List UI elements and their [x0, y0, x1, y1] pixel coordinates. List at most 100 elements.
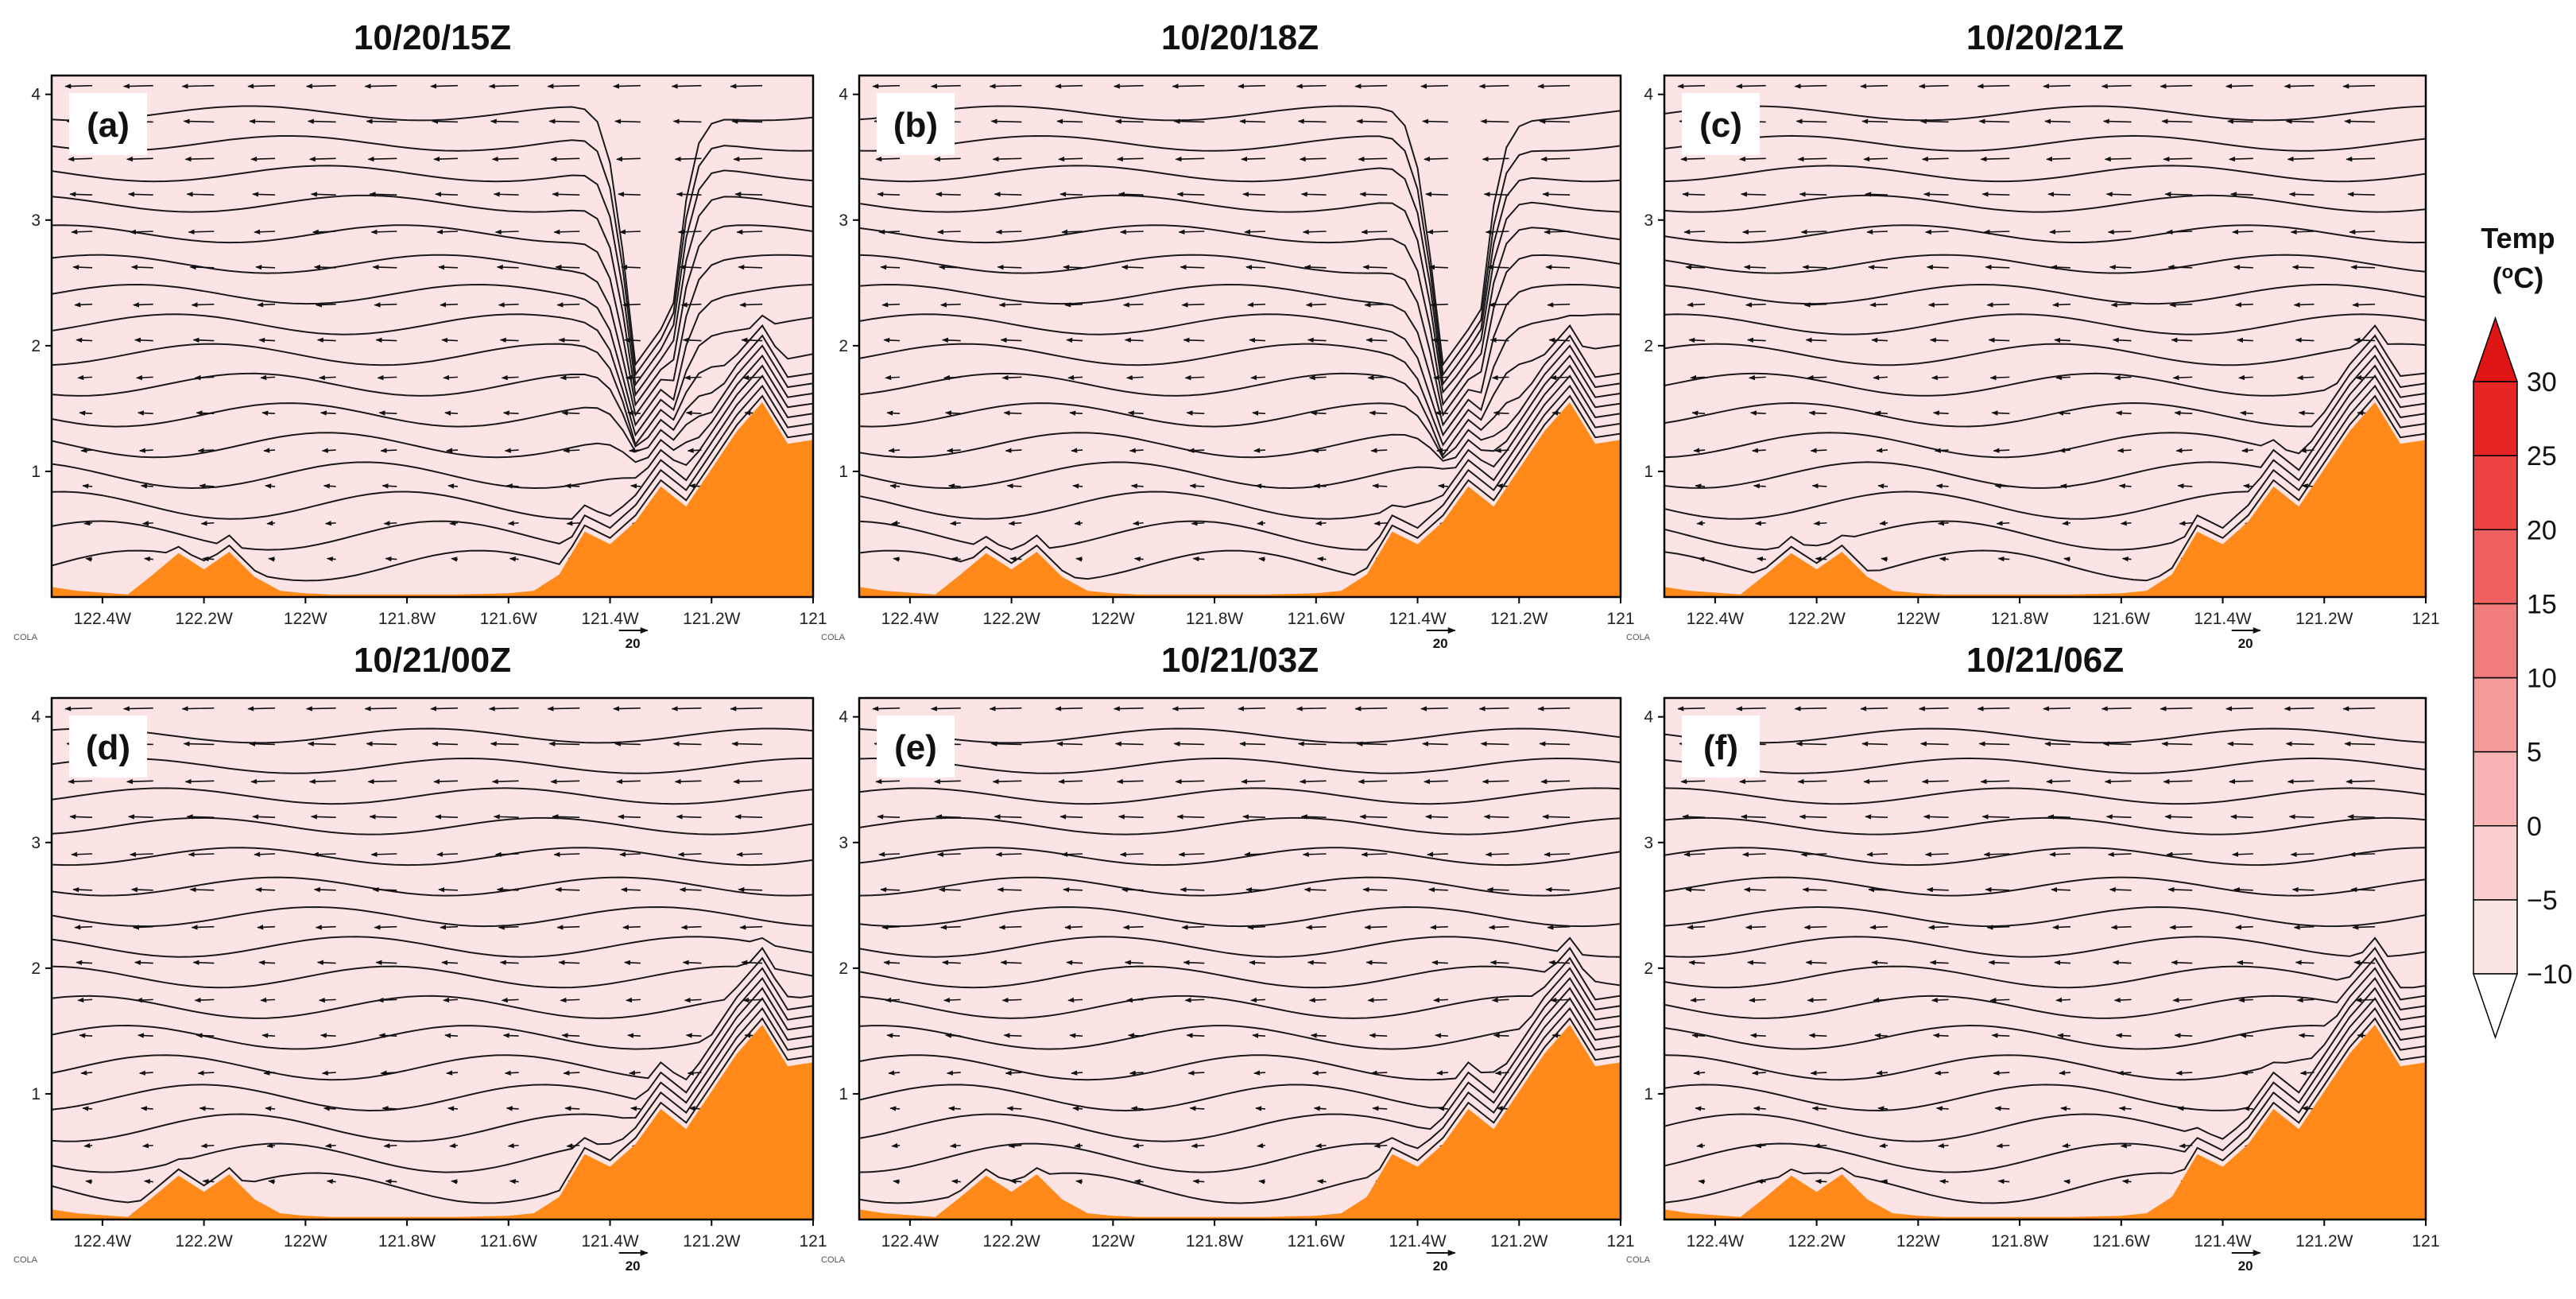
wind-vector: [1687, 925, 1706, 930]
wind-vector: [881, 302, 901, 308]
wind-vector: [2344, 741, 2376, 746]
wind-vector: [435, 814, 458, 820]
wind-vector: [2062, 520, 2071, 526]
wind-vector: [1008, 521, 1022, 526]
wind-vector: [1001, 997, 1022, 1003]
wind-vector: [1921, 156, 1949, 162]
wind-vector: [509, 1179, 519, 1185]
wind-vector: [687, 448, 702, 453]
wind-vector: [1433, 997, 1448, 1003]
wind-vector: [951, 1179, 961, 1185]
wind-vector: [1242, 192, 1265, 197]
x-tick-label: 121.4W: [1389, 610, 1447, 628]
wind-vector: [1860, 706, 1888, 712]
wind-vector: [372, 264, 397, 270]
wind-vector: [375, 960, 397, 966]
wind-vector: [2161, 741, 2193, 746]
wind-vector: [1061, 229, 1083, 235]
wind-vector: [435, 192, 458, 197]
wind-vector: [1983, 229, 2010, 235]
wind-vector: [323, 1106, 336, 1111]
streamline: [1664, 905, 2426, 928]
wind-vector: [2051, 264, 2070, 270]
wind-vector: [1866, 851, 1888, 857]
wind-vector: [2172, 374, 2193, 381]
wind-vector: [949, 520, 961, 526]
wind-vector: [736, 851, 763, 857]
wind-vector: [1313, 483, 1327, 489]
wind-vector: [1433, 374, 1448, 381]
wind-vector: [1247, 302, 1265, 308]
wind-vector: [1496, 483, 1509, 489]
wind-vector: [1985, 264, 2010, 270]
wind-vector: [263, 1070, 276, 1076]
wind-vector: [1173, 741, 1205, 746]
wind-vector: [1807, 374, 1827, 381]
wind-vector: [1488, 925, 1509, 930]
wind-vector: [2049, 851, 2070, 857]
wind-vector: [731, 118, 763, 124]
wind-vector: [989, 706, 1022, 712]
wind-vector: [2353, 960, 2376, 966]
streamline: [1664, 847, 2426, 867]
wind-vector: [2049, 229, 2070, 235]
wind-vector: [880, 264, 901, 270]
wind-vector: [1805, 960, 1827, 966]
wind-vector: [1977, 706, 2010, 712]
wind-vector: [1540, 156, 1571, 162]
colorbar: Temp (oC) 30 25 20 15 10 5 0 −5 −10: [2472, 222, 2573, 1040]
wind-vector: [76, 960, 93, 966]
wind-vector: [2118, 1106, 2132, 1111]
wind-vector: [141, 520, 153, 526]
x-tick-label: 122.2W: [175, 1232, 233, 1251]
wind-vector: [1997, 1178, 2010, 1185]
streamline: [1664, 956, 2426, 1019]
wind-vector: [2347, 814, 2376, 820]
wind-vector: [1496, 1106, 1509, 1111]
wind-vector: [1989, 997, 2010, 1003]
wind-vector: [2166, 229, 2193, 235]
wind-vector: [1693, 1070, 1706, 1076]
wind-vector: [202, 1178, 215, 1185]
wind-vector: [556, 925, 580, 930]
wind-vector: [947, 483, 961, 489]
wind-vector: [1811, 483, 1827, 489]
wind-vector: [616, 156, 641, 162]
wind-vector: [951, 556, 961, 562]
wind-vector: [1923, 814, 1949, 820]
wind-vector: [1994, 483, 2010, 489]
wind-vector: [140, 1106, 153, 1111]
streamline: [1664, 946, 2426, 989]
wind-vector: [2179, 521, 2193, 526]
wind-vector: [2043, 706, 2070, 712]
wind-vector: [1184, 374, 1205, 381]
wind-vector: [1365, 337, 1388, 343]
wind-vector: [491, 156, 519, 162]
wind-vector: [1544, 229, 1571, 235]
wind-vector: [494, 229, 519, 235]
wind-vector: [69, 814, 93, 820]
x-tick-label: 121.2W: [1490, 1232, 1548, 1251]
wind-vector: [1797, 156, 1827, 162]
wind-vector: [1255, 483, 1265, 489]
wind-vector: [2241, 1070, 2253, 1076]
wind-vector: [2107, 229, 2132, 235]
wind-vector: [1438, 1106, 1448, 1111]
wind-vector: [2052, 302, 2070, 308]
panel-title: 10/20/15Z: [354, 18, 511, 57]
wind-vector: [501, 374, 519, 381]
x-tick-label: 122.4W: [1687, 610, 1745, 628]
wind-vector: [315, 925, 336, 930]
wind-vector: [1488, 302, 1509, 308]
wind-vector: [83, 520, 93, 526]
wind-vector: [2301, 483, 2315, 489]
wind-vector: [1931, 374, 1949, 381]
wind-vector: [1989, 374, 2010, 381]
wind-vector: [312, 851, 336, 857]
wind-vector: [1192, 556, 1205, 562]
x-tick-label: 121.4W: [1389, 1232, 1447, 1251]
wind-vector: [367, 156, 397, 162]
wind-vector: [69, 192, 93, 197]
wind-vector: [734, 192, 763, 197]
x-tick-label: 122.4W: [881, 610, 939, 628]
